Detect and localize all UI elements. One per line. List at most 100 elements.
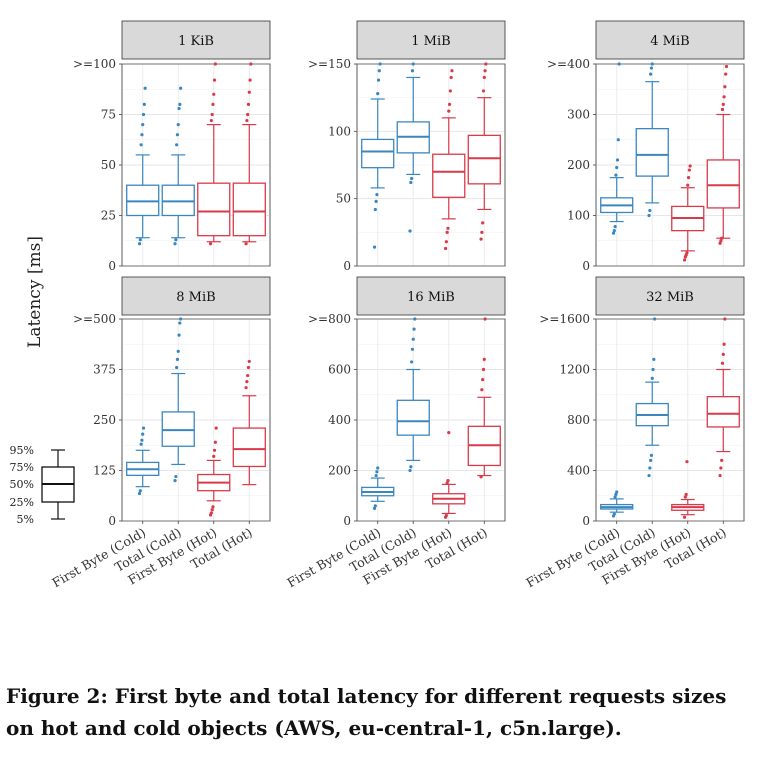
outlier-point bbox=[372, 506, 377, 510]
outlier-point bbox=[651, 367, 655, 372]
outlier-point bbox=[686, 183, 690, 187]
legend-label: 50% bbox=[10, 478, 34, 491]
outlier-point bbox=[376, 78, 381, 82]
outlier-point bbox=[647, 213, 651, 218]
box-2 bbox=[396, 317, 430, 473]
outlier-point bbox=[688, 164, 692, 168]
outlier-point bbox=[483, 317, 487, 321]
box-iqr bbox=[467, 134, 501, 185]
outlier-point bbox=[724, 64, 729, 69]
outlier-point bbox=[719, 466, 723, 470]
outlier-point bbox=[612, 229, 616, 233]
box-1 bbox=[361, 466, 395, 510]
outlier-point bbox=[249, 62, 253, 66]
box-3 bbox=[671, 460, 705, 519]
outlier-point bbox=[684, 492, 688, 497]
outlier-point bbox=[615, 165, 619, 170]
box-1 bbox=[361, 62, 395, 249]
outlier-point bbox=[210, 508, 214, 512]
box-iqr bbox=[361, 138, 395, 169]
outlier-point bbox=[175, 357, 180, 361]
outlier-point bbox=[720, 361, 725, 365]
outlier-point bbox=[724, 72, 728, 76]
outlier-point bbox=[375, 193, 379, 197]
outlier-point bbox=[373, 504, 377, 508]
box-1 bbox=[600, 62, 634, 235]
outlier-point bbox=[214, 426, 218, 430]
outlier-point bbox=[177, 106, 181, 111]
outlier-point bbox=[685, 460, 689, 464]
outlier-point bbox=[178, 321, 182, 325]
outlier-point bbox=[211, 102, 215, 106]
box-2 bbox=[635, 62, 669, 218]
outlier-point bbox=[246, 102, 251, 106]
legend-label: 25% bbox=[10, 496, 34, 509]
box-4 bbox=[467, 62, 501, 241]
box-iqr bbox=[396, 399, 430, 436]
panel-1: 1 KiB 0 25 50 75 >=100 bbox=[73, 20, 271, 273]
outlier-point bbox=[376, 92, 380, 96]
outlier-point bbox=[410, 69, 415, 73]
outlier-point bbox=[179, 86, 183, 90]
outlier-point bbox=[447, 109, 451, 113]
y-tick-label: 50 bbox=[101, 158, 116, 172]
outlier-point bbox=[647, 473, 651, 478]
y-tick-label: 0 bbox=[582, 259, 590, 273]
y-tick-label: 1200 bbox=[559, 363, 590, 377]
y-tick-label: 0 bbox=[582, 514, 590, 528]
outlier-point bbox=[447, 102, 452, 106]
panel-strip bbox=[356, 276, 506, 316]
outlier-point bbox=[373, 207, 377, 212]
outlier-point bbox=[449, 75, 453, 80]
box-4 bbox=[232, 62, 266, 246]
y-tick-label: >=1600 bbox=[539, 312, 590, 326]
outlier-point bbox=[649, 453, 654, 457]
outlier-point bbox=[173, 242, 177, 246]
outlier-point bbox=[211, 505, 215, 509]
outlier-point bbox=[408, 229, 412, 233]
outlier-point bbox=[138, 238, 142, 242]
outlier-point bbox=[140, 133, 144, 137]
outlier-point bbox=[374, 199, 378, 203]
outlier-point bbox=[484, 62, 488, 66]
outlier-point bbox=[376, 466, 380, 470]
outlier-point bbox=[718, 241, 722, 245]
outlier-point bbox=[482, 357, 486, 361]
y-axis-label: Latency [ms] bbox=[25, 236, 45, 348]
outlier-point bbox=[210, 112, 214, 117]
y-tick-label: 800 bbox=[567, 413, 590, 427]
outlier-point bbox=[722, 342, 726, 346]
outlier-point bbox=[723, 85, 727, 89]
panel-title: 1 KiB bbox=[178, 34, 214, 49]
outlier-point bbox=[614, 173, 618, 177]
y-tick-label: 100 bbox=[328, 124, 351, 138]
y-tick-label: 0 bbox=[343, 514, 351, 528]
outlier-point bbox=[450, 69, 454, 73]
outlier-point bbox=[173, 479, 177, 483]
outlier-point bbox=[139, 143, 143, 147]
box-4 bbox=[232, 359, 266, 486]
outlier-point bbox=[481, 89, 486, 93]
outlier-point bbox=[648, 466, 652, 470]
outlier-point bbox=[481, 378, 485, 382]
outlier-point bbox=[244, 242, 248, 246]
outlier-point bbox=[650, 62, 654, 66]
box-iqr bbox=[232, 182, 266, 237]
y-tick-label: >=400 bbox=[547, 57, 590, 71]
outlier-point bbox=[480, 230, 484, 234]
outlier-point bbox=[408, 468, 412, 473]
outlier-point bbox=[721, 352, 725, 356]
outlier-point bbox=[718, 473, 722, 478]
panel-strip bbox=[595, 276, 745, 316]
outlier-point bbox=[650, 376, 654, 380]
panel-3: 4 MiB 0 100 200 300 >=400 bbox=[547, 20, 745, 273]
legend-label: 5% bbox=[17, 513, 34, 526]
box-4 bbox=[706, 64, 740, 245]
outlier-point bbox=[444, 513, 448, 518]
outlier-point bbox=[142, 102, 146, 106]
outlier-point bbox=[648, 208, 652, 213]
outlier-point bbox=[212, 448, 217, 452]
box-iqr bbox=[126, 184, 160, 217]
